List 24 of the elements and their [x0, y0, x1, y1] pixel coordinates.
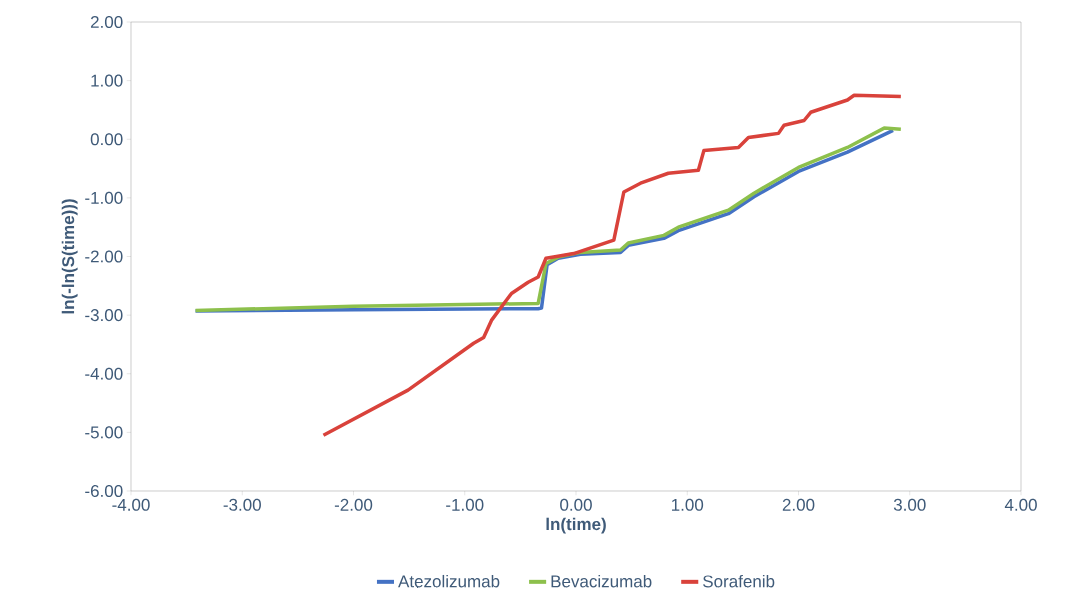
x-tick-label: -1.00 [446, 498, 484, 511]
x-tick-label: 0.00 [560, 498, 592, 511]
y-tick-label: 1.00 [91, 74, 123, 87]
y-tick-label: -6.00 [85, 484, 123, 498]
x-tick-label: 4.00 [1004, 498, 1037, 511]
x-tick-label: 3.00 [893, 498, 926, 511]
legend-label: Sorafenib [703, 574, 775, 588]
x-axis-title: ln(time) [546, 517, 606, 534]
y-axis-title: ln(-ln(S(time))) [61, 199, 78, 314]
y-tick-label: -4.00 [85, 367, 123, 380]
x-tick-label: 2.00 [782, 498, 815, 511]
x-tick-label: -3.00 [223, 498, 261, 511]
line-series [321, 93, 903, 438]
y-tick-label: 0.00 [90, 133, 123, 146]
legend-label: Bevacizumab [551, 574, 652, 588]
y-tick-label: 2.00 [90, 15, 123, 29]
y-tick-label: -5.00 [85, 426, 123, 439]
x-tick-label: -2.00 [334, 498, 373, 511]
y-tick-label: -2.00 [85, 250, 123, 263]
legend-label: Atezolizumab [398, 574, 500, 588]
y-tick-label: -1.00 [85, 191, 123, 204]
x-tick-label: 1.00 [672, 498, 704, 511]
y-tick-label: -3.00 [85, 309, 123, 322]
x-tick-label: -4.00 [112, 498, 150, 511]
